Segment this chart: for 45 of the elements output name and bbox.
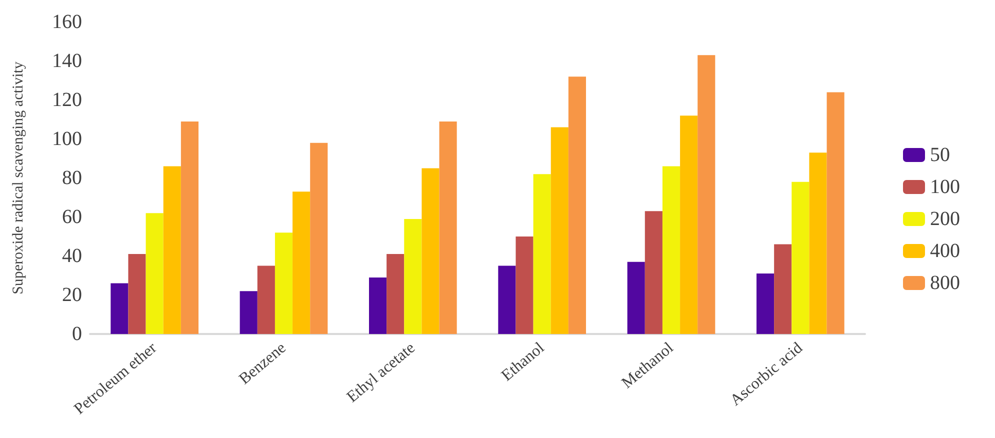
bar: [163, 166, 181, 334]
bar: [310, 142, 328, 334]
bar: [439, 121, 457, 334]
bar: [698, 55, 716, 334]
y-tick-label: 0: [72, 323, 82, 345]
legend-label: 800: [930, 272, 960, 294]
bar: [146, 213, 164, 334]
bar: [774, 244, 792, 334]
bar: [644, 211, 662, 334]
bar: [257, 266, 275, 334]
bar: [568, 76, 586, 334]
bar: [826, 92, 844, 334]
bar: [386, 254, 404, 334]
y-tick-label: 80: [62, 167, 82, 189]
y-tick-label: 140: [52, 50, 82, 72]
y-tick-label: 100: [52, 128, 82, 150]
bar: [180, 121, 198, 334]
bar: [516, 236, 534, 334]
bar: [274, 232, 293, 334]
bar: [369, 277, 387, 334]
bar: [680, 116, 698, 334]
bar: [792, 182, 810, 334]
y-tick-label: 20: [62, 284, 82, 306]
legend-label: 200: [930, 208, 960, 230]
bar: [240, 291, 258, 334]
bar: [110, 283, 128, 334]
bar: [662, 166, 680, 334]
bar: [404, 218, 422, 334]
bar: [498, 266, 516, 334]
legend-label: 400: [930, 240, 960, 262]
y-tick-label: 160: [52, 11, 82, 33]
y-axis-title: Superoxide radical scavenging activity: [10, 61, 26, 294]
y-tick-label: 60: [62, 206, 82, 228]
bar: [292, 192, 310, 334]
bar: [128, 254, 146, 334]
bar: [627, 262, 645, 334]
bar: [756, 274, 774, 334]
bar: [809, 152, 827, 334]
bar: [550, 127, 568, 334]
y-tick-label: 120: [52, 89, 82, 111]
legend-label: 50: [930, 144, 950, 166]
legend-label: 100: [930, 176, 960, 198]
bar: [422, 168, 440, 334]
bar: [533, 174, 551, 334]
y-tick-label: 40: [62, 245, 82, 267]
